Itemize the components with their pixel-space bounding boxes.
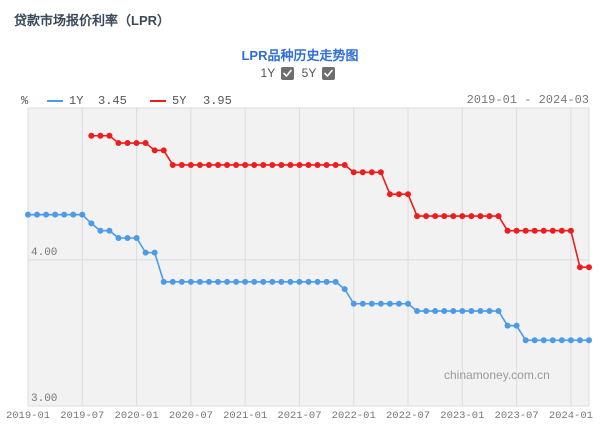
svg-text:2022-07: 2022-07 [386, 410, 430, 422]
svg-text:2019-01: 2019-01 [6, 410, 50, 422]
svg-text:2020-07: 2020-07 [169, 410, 213, 422]
svg-text:2019-07: 2019-07 [60, 410, 104, 422]
svg-text:2023-07: 2023-07 [495, 410, 539, 422]
svg-text:2024-01: 2024-01 [549, 410, 593, 422]
svg-text:4.00: 4.00 [31, 247, 57, 259]
svg-text:2021-01: 2021-01 [223, 410, 267, 422]
svg-text:2021-07: 2021-07 [277, 410, 321, 422]
svg-text:2022-01: 2022-01 [332, 410, 376, 422]
svg-text:3.00: 3.00 [31, 393, 57, 405]
svg-text:2020-01: 2020-01 [115, 410, 159, 422]
svg-text:2023-01: 2023-01 [440, 410, 484, 422]
